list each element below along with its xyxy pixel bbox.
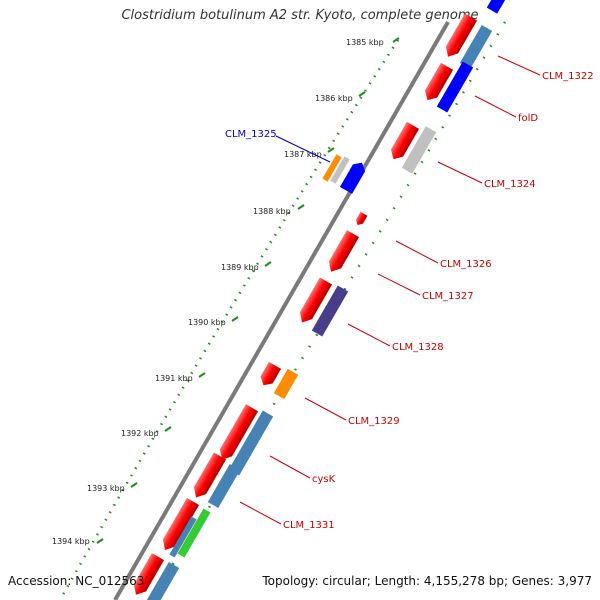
feature-cds-red [390,121,420,160]
feature-gene-steelblue-cysk [228,410,274,476]
feature-cds-red [424,62,454,101]
gene-label-fold: folD [518,113,538,124]
topology-text: Topology: circular; Length: 4,155,278 bp… [262,574,592,588]
ruler-ticks [96,37,400,544]
kbp-label-1388: 1388 kbp [253,207,291,216]
accession-text: Accession: NC_012563 [8,574,145,588]
feature-gene-orange-clm1325 [322,154,342,182]
gene-labels: CLM_1322 folD CLM_1325 CLM_1324 CLM_1326… [225,71,594,531]
feature-cds [486,0,508,14]
kbp-label-1393: 1393 kbp [87,484,125,493]
gene-label-clm1327: CLM_1327 [422,291,474,302]
kbp-label-1386: 1386 kbp [315,94,353,103]
feature-cds-red [219,404,259,460]
feature-cds-red [260,361,282,386]
feature-gene-steelblue [459,24,493,70]
kbp-label-1385: 1385 kbp [346,38,384,47]
gene-label-clm1322: CLM_1322 [542,71,594,82]
kbp-label-1394: 1394 kbp [52,537,90,546]
feature-cds-red [162,497,200,550]
feature-gene-purple-clm1328 [311,285,349,337]
feature-cds-blue [339,162,366,194]
feature-cds-clm1327 [328,230,360,272]
gene-label-clm1328: CLM_1328 [392,342,444,353]
backbone-line [113,21,450,600]
feature-gene-gray-small [330,156,350,184]
feature-gene-gray-clm1324 [401,126,437,174]
feature-gene-steelblue [146,561,180,600]
feature-gene-green [177,508,211,558]
ruler-line [58,39,400,600]
gene-label-clm1325: CLM_1325 [225,129,277,140]
ruler-labels: 1385 kbp 1386 kbp 1387 kbp 1388 kbp 1389… [52,38,384,546]
gene-label-cysk: cysK [312,474,336,485]
feature-gene-steelblue [169,516,197,558]
kbp-label-1389: 1389 kbp [221,263,259,272]
features [133,0,508,600]
gene-label-clm1331: CLM_1331 [283,520,335,531]
feature-cds-red [299,277,333,323]
feature-cds-red [133,553,165,595]
feature-cds-clm1326 [356,211,368,226]
feature-gene-orange-clm1329 [273,368,299,400]
feature-gene-steelblue-clm1331 [207,463,241,509]
leader-lines [239,55,541,525]
kbp-label-1387: 1387 kbp [284,150,322,159]
gene-label-clm1326: CLM_1326 [440,259,492,270]
feature-gene-blue [436,61,474,113]
gene-label-clm1324: CLM_1324 [484,179,536,190]
gene-label-clm1329: CLM_1329 [348,416,400,427]
feature-cds-clm1323 [445,13,478,57]
kbp-label-1391: 1391 kbp [155,374,193,383]
kbp-label-1392: 1392 kbp [121,429,159,438]
kbp-label-1390: 1390 kbp [188,318,226,327]
feature-cds-red [193,452,227,498]
map-title: Clostridium botulinum A2 str. Kyoto, com… [121,8,479,23]
